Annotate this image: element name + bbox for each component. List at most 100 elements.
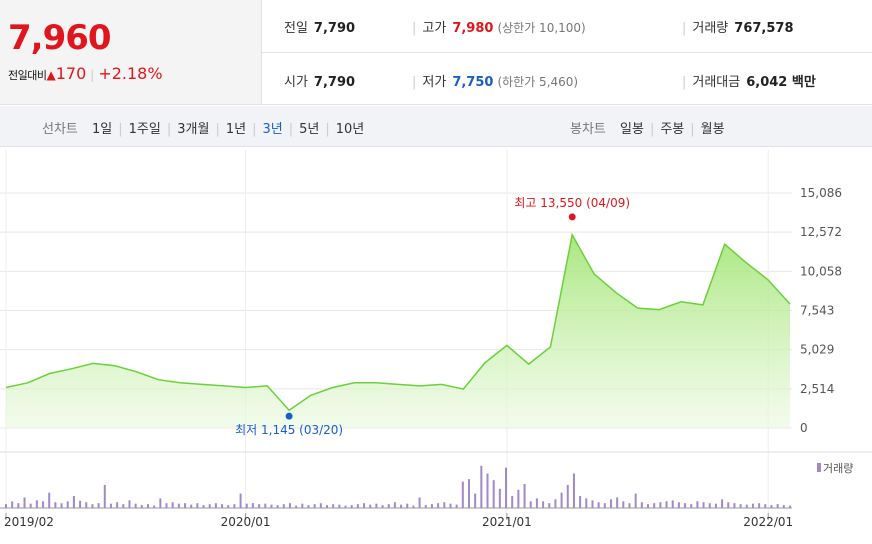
line-chart-tabs: 선차트 1일 | 1주일 | 3개월 | 1년 | 3년 | 5년 | 10년 <box>42 118 364 137</box>
volume-bar <box>671 500 674 508</box>
volume-bar <box>727 502 730 508</box>
tab-divider: | <box>118 122 123 137</box>
volume-bar <box>708 503 711 508</box>
price-area <box>6 234 790 428</box>
line-tab-4[interactable]: 3년 <box>262 122 283 137</box>
volume-bar <box>634 493 637 508</box>
stat-prev: 전일 7,790 <box>284 21 356 36</box>
volume-bar <box>696 501 699 508</box>
line-tab-1[interactable]: 1주일 <box>128 122 161 137</box>
volume-bar <box>684 503 687 508</box>
volume-bar <box>29 503 32 508</box>
volume-bar <box>85 502 88 508</box>
y-tick-label: 12,572 <box>800 225 842 239</box>
volume-bar <box>91 504 94 508</box>
line-tab-5[interactable]: 5년 <box>299 122 320 137</box>
volume-bar <box>597 502 600 508</box>
volume-bar <box>566 484 569 508</box>
volume-bar <box>449 503 452 508</box>
volume-bar <box>542 501 545 508</box>
volume-bar <box>443 502 446 508</box>
volume-bar <box>122 504 125 508</box>
stat-amount: | 거래대금 6,042 백만 <box>682 75 816 90</box>
volume-bar <box>54 502 57 508</box>
volume-bar <box>745 504 748 508</box>
volume-bar <box>42 501 45 508</box>
row-divider <box>262 52 872 53</box>
chart-tabs: 선차트 1일 | 1주일 | 3개월 | 1년 | 3년 | 5년 | 10년 봉차트 일봉 | 주봉 | 월봉 <box>0 106 872 147</box>
volume-bar <box>789 505 791 508</box>
y-tick-label: 7,543 <box>800 304 834 318</box>
volume-bar <box>221 504 224 508</box>
volume-bar <box>739 504 742 508</box>
volume-bar <box>585 498 588 508</box>
volume-bar <box>702 502 705 508</box>
volume-bar <box>276 505 279 508</box>
volume-bar <box>288 503 291 508</box>
y-tick-label: 2,514 <box>800 382 834 396</box>
stat-high: | 고가 7,980 (상한가 10,100) <box>412 21 586 36</box>
change-label: 전일대비 <box>8 69 47 82</box>
volume-bar <box>313 504 316 508</box>
volume-bar <box>60 503 63 508</box>
candle-tab-1[interactable]: 주봉 <box>660 122 685 137</box>
volume-bar <box>486 473 489 508</box>
volume-bar <box>418 497 421 508</box>
candle-tab-2[interactable]: 월봉 <box>700 122 725 137</box>
volume-bar <box>381 505 384 508</box>
volume-bar <box>171 502 174 508</box>
volume-bar <box>17 503 20 508</box>
current-price: 7,960 <box>8 18 112 58</box>
volume-bar <box>647 504 650 508</box>
volume-bar <box>560 492 563 508</box>
volume-bar <box>579 496 582 508</box>
volume-bar <box>338 504 341 508</box>
volume-bar <box>103 484 106 508</box>
volume-bar <box>622 501 625 508</box>
candle-tab-0[interactable]: 일봉 <box>620 122 644 137</box>
line-tab-3[interactable]: 1년 <box>225 122 247 137</box>
line-tab-6[interactable]: 10년 <box>335 122 365 137</box>
volume-bar <box>35 500 38 508</box>
volume-bar <box>640 502 643 508</box>
volume-bar <box>128 500 131 508</box>
line-chart-title: 선차트 <box>42 122 78 137</box>
line-tab-0[interactable]: 1일 <box>92 122 113 137</box>
volume-bar <box>134 503 137 508</box>
volume-bar <box>146 504 149 508</box>
volume-bar <box>733 503 736 508</box>
tab-divider: | <box>690 122 695 137</box>
volume-bar <box>109 503 112 508</box>
stats-grid: 전일 7,790 | 고가 7,980 (상한가 10,100) | 거래량 767,578… <box>262 0 872 105</box>
tab-divider: | <box>288 122 294 137</box>
volume-bar <box>437 503 440 508</box>
volume-bar <box>474 493 477 508</box>
volume-bar <box>233 504 236 508</box>
volume-bar <box>208 504 211 508</box>
x-tick-label: 2020/01 <box>221 515 271 529</box>
stat-open: 시가 7,790 <box>284 75 356 90</box>
volume-bar <box>511 496 514 508</box>
volume-bar <box>177 503 180 508</box>
y-tick-label: 0 <box>800 421 808 435</box>
volume-bar <box>480 465 483 508</box>
volume-bar <box>782 505 785 508</box>
volume-bar <box>412 505 415 508</box>
volume-bar <box>523 484 526 508</box>
line-tab-2[interactable]: 3개월 <box>177 122 210 137</box>
volume-bar <box>332 504 335 508</box>
volume-bar <box>467 479 470 508</box>
tab-divider: | <box>649 122 655 137</box>
volume-bar <box>776 504 779 508</box>
low-label: 최저 1,145 (03/20) <box>235 423 343 437</box>
volume-bar <box>159 498 162 508</box>
volume-bar <box>227 505 230 508</box>
x-tick-label: 2021/01 <box>482 515 532 529</box>
volume-bar <box>23 497 26 508</box>
volume-legend: 거래량 <box>823 462 853 475</box>
volume-bar <box>535 498 538 508</box>
x-tick-label: 2022/01 <box>743 515 793 529</box>
volume-bar <box>461 481 464 508</box>
volume-bar <box>184 503 187 508</box>
